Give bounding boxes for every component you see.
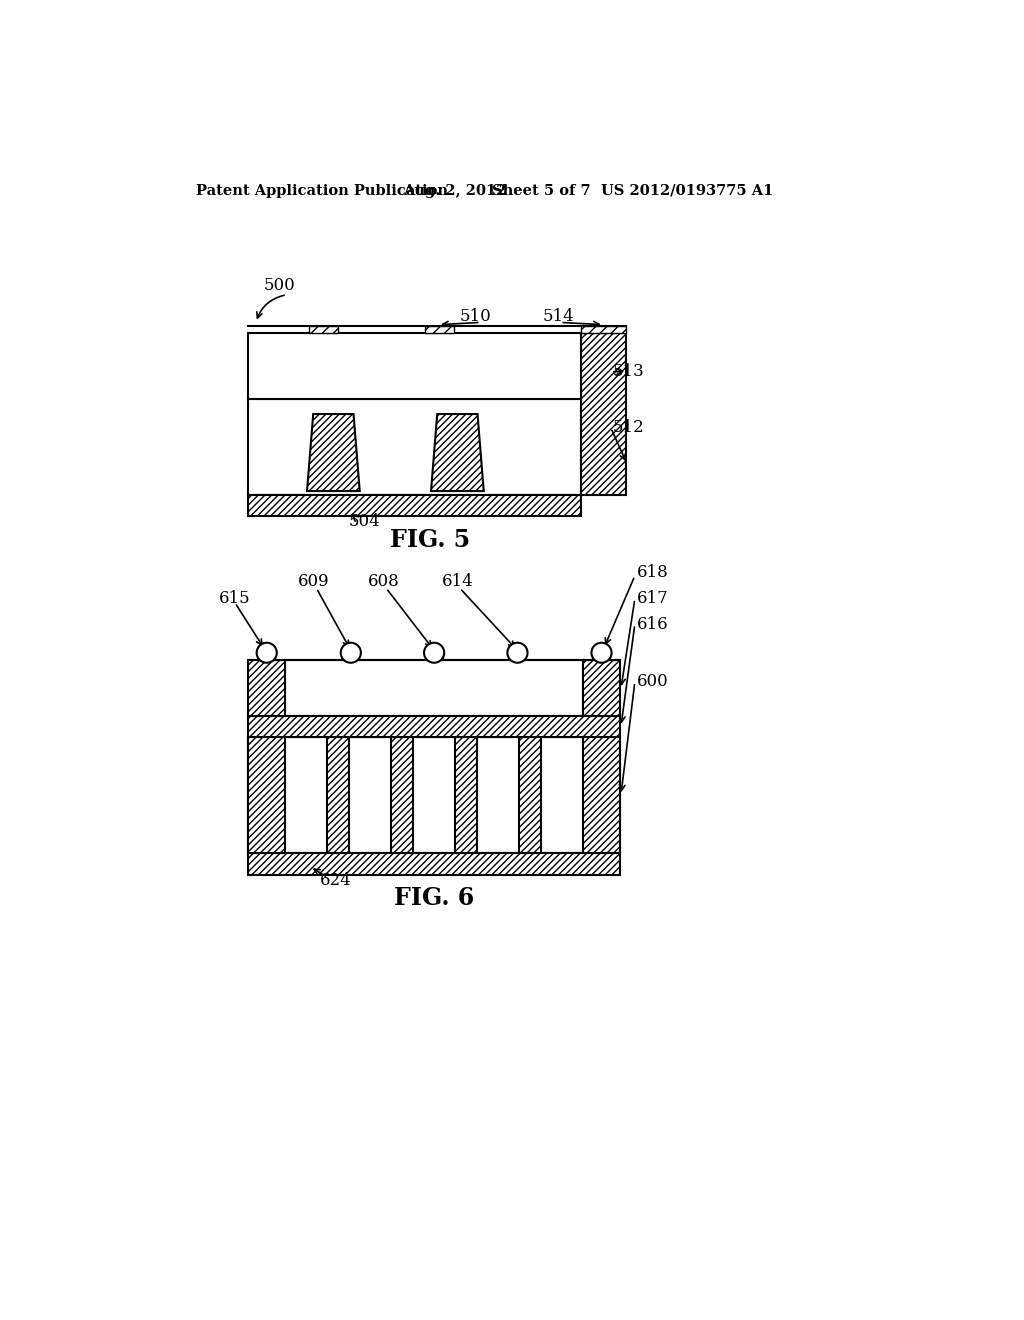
Text: 500: 500 <box>263 277 295 294</box>
Text: US 2012/0193775 A1: US 2012/0193775 A1 <box>601 183 773 198</box>
Bar <box>286 660 583 715</box>
Bar <box>248 660 286 715</box>
Bar <box>426 653 442 660</box>
Text: 614: 614 <box>441 573 473 590</box>
Bar <box>248 715 621 738</box>
Text: FIG. 5: FIG. 5 <box>390 528 470 552</box>
Bar <box>248 399 582 495</box>
Bar <box>391 738 413 853</box>
Text: Sheet 5 of 7: Sheet 5 of 7 <box>493 183 591 198</box>
Bar <box>342 653 359 660</box>
Text: 504: 504 <box>349 513 381 531</box>
Text: 600: 600 <box>636 673 668 690</box>
Polygon shape <box>431 414 483 491</box>
Ellipse shape <box>424 643 444 663</box>
Ellipse shape <box>341 643 360 663</box>
Bar <box>583 738 621 853</box>
Ellipse shape <box>507 643 527 663</box>
Bar <box>308 326 338 333</box>
Bar <box>248 738 286 853</box>
Bar <box>519 738 541 853</box>
Text: 618: 618 <box>636 564 668 581</box>
Bar <box>582 326 627 333</box>
Text: FIG. 6: FIG. 6 <box>394 886 474 909</box>
Text: 514: 514 <box>543 308 574 325</box>
Text: 617: 617 <box>636 590 668 607</box>
Bar <box>248 495 582 516</box>
Bar <box>425 326 455 333</box>
Bar <box>328 738 349 853</box>
Bar <box>583 660 621 715</box>
Text: Patent Application Publication: Patent Application Publication <box>197 183 449 198</box>
Text: 608: 608 <box>368 573 399 590</box>
Bar <box>248 738 621 853</box>
Text: 615: 615 <box>219 590 250 607</box>
Text: 512: 512 <box>612 420 644 437</box>
Text: 609: 609 <box>298 573 330 590</box>
Ellipse shape <box>257 643 276 663</box>
Bar <box>248 333 582 399</box>
Bar <box>248 853 621 875</box>
Bar <box>582 333 627 495</box>
Bar <box>456 738 477 853</box>
Bar <box>258 653 275 660</box>
Ellipse shape <box>592 643 611 663</box>
Text: 510: 510 <box>460 308 492 325</box>
Text: Aug. 2, 2012: Aug. 2, 2012 <box>403 183 507 198</box>
Polygon shape <box>307 414 359 491</box>
Bar <box>509 653 526 660</box>
Text: 513: 513 <box>612 363 644 380</box>
Text: 616: 616 <box>636 615 668 632</box>
Bar <box>593 653 610 660</box>
Text: 624: 624 <box>321 873 352 890</box>
